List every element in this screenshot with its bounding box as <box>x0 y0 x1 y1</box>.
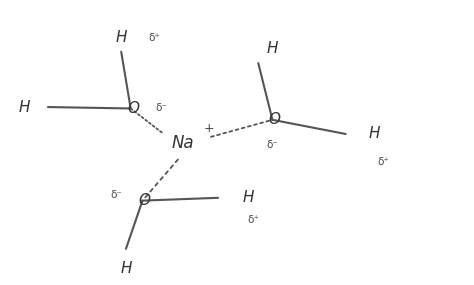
Text: H: H <box>120 261 132 276</box>
Text: O: O <box>127 101 139 116</box>
Text: δ⁺: δ⁺ <box>148 32 160 42</box>
Text: δ⁻: δ⁻ <box>155 103 167 113</box>
Text: δ⁺: δ⁺ <box>378 157 390 167</box>
Text: H: H <box>243 190 255 205</box>
Text: O: O <box>139 193 151 208</box>
Text: H: H <box>267 41 278 56</box>
Text: δ⁻: δ⁻ <box>110 190 122 200</box>
Text: Na: Na <box>171 133 194 152</box>
Text: +: + <box>203 122 214 135</box>
Text: H: H <box>368 127 380 141</box>
Text: O: O <box>269 112 281 127</box>
Text: H: H <box>18 99 30 115</box>
Text: δ⁻: δ⁻ <box>266 140 278 150</box>
Text: H: H <box>116 30 127 45</box>
Text: δ⁺: δ⁺ <box>247 215 259 225</box>
